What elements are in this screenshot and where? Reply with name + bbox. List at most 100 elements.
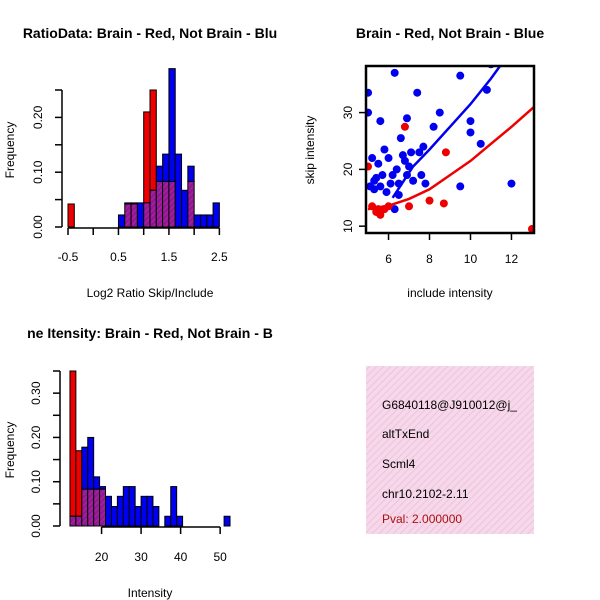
intensity-histogram-ylabel: Frequency — [3, 422, 17, 479]
scatter-point-not-brain — [366, 88, 373, 97]
scatter-point-not-brain — [368, 154, 377, 163]
ratio-bar-not-brain — [181, 189, 189, 228]
intensity-bar-brain — [75, 450, 83, 517]
intensity-x-tick-label: 40 — [174, 550, 188, 564]
scatter-point-not-brain — [402, 114, 411, 123]
ratio-histogram-ylabel: Frequency — [3, 122, 17, 179]
intensity-bar-overlap — [99, 488, 107, 527]
intensity-x-tick-label: 50 — [213, 550, 227, 564]
ratio-bar-not-brain — [212, 202, 220, 228]
scatter-point-brain — [376, 210, 385, 219]
intensity-bar-not-brain — [176, 515, 184, 527]
scatter-point-brain — [439, 199, 448, 208]
scatter-point-not-brain — [429, 122, 438, 131]
intensity-bar-not-brain — [140, 495, 148, 527]
genomic-location: chr10.2102-2.11 — [382, 487, 469, 501]
scatter-point-brain — [400, 122, 409, 131]
scatter-point-brain — [425, 196, 434, 205]
ratio-bar-overlap — [162, 181, 170, 228]
scatter-y-tick-label: 10 — [341, 219, 355, 233]
intensity-bar-overlap — [75, 515, 83, 527]
intensity-bar-not-brain — [116, 495, 124, 527]
scatter-point-not-brain — [466, 128, 475, 137]
ratio-bar-not-brain — [162, 153, 170, 183]
scatter-y-tick-label: 20 — [341, 162, 355, 176]
ratio-y-tick-label: 0.10 — [31, 160, 45, 184]
ratio-bar-not-brain — [136, 202, 145, 228]
intensity-bar-not-brain — [122, 486, 130, 527]
intensity-bar-not-brain — [223, 515, 231, 527]
scatter-x-tick-label: 10 — [464, 252, 478, 266]
scatter-point-not-brain — [374, 159, 383, 168]
ratio-y-tick-label: 0.00 — [31, 215, 45, 239]
intensity-bar-not-brain — [146, 495, 154, 527]
intensity-histogram-bars — [69, 370, 231, 527]
scatter-points-layer — [366, 66, 534, 233]
ratio-bar-brain — [67, 203, 75, 228]
ratio-bar-overlap — [187, 181, 195, 228]
scatter-point-not-brain — [415, 148, 424, 157]
ratio-y-tick-label: 0.20 — [31, 105, 45, 129]
scatter-plot-area — [366, 66, 534, 233]
scatter-xlabel: include intensity — [407, 286, 492, 300]
ratio-x-tick-label: -0.5 — [58, 250, 79, 264]
intensity-x-tick-label: 20 — [95, 550, 109, 564]
scatter-point-not-brain — [376, 182, 385, 191]
ratio-bar-not-brain — [187, 165, 195, 183]
scatter-point-not-brain — [390, 68, 399, 77]
ratio-histogram-xlabel: Log2 Ratio Skip/Include — [87, 286, 214, 300]
ratio-bar-brain — [143, 111, 151, 204]
ratio-bar-overlap — [168, 181, 176, 228]
scatter-point-not-brain — [366, 108, 373, 117]
scatter-point-not-brain — [413, 88, 422, 97]
ratio-bar-not-brain — [206, 214, 214, 228]
intensity-x-tick-label: 30 — [134, 550, 148, 564]
scatter-point-not-brain — [386, 179, 395, 188]
info-box-background — [366, 366, 534, 534]
scatter-point-brain — [527, 225, 534, 233]
ratio-histogram-panel: RatioData: Brain - Red, Not Brain - Blu … — [3, 25, 277, 300]
intensity-y-tick-label: 0.00 — [29, 514, 43, 538]
scatter-point-not-brain — [400, 156, 409, 165]
scatter-point-brain — [441, 148, 450, 157]
ratio-bar-overlap — [155, 181, 164, 228]
scatter-x-tick-label: 12 — [505, 252, 519, 266]
ratio-x-tick-label: 1.5 — [161, 250, 178, 264]
intensity-bar-not-brain — [170, 486, 178, 527]
intensity-bar-not-brain — [128, 486, 136, 527]
ratio-bar-overlap — [149, 189, 157, 228]
intensity-bar-overlap — [93, 488, 101, 527]
ratio-bar-not-brain — [193, 214, 201, 228]
scatter-point-not-brain — [380, 145, 389, 154]
ratio-bar-not-brain — [168, 68, 176, 183]
scatter-point-not-brain — [466, 117, 475, 126]
intensity-bar-not-brain — [152, 506, 160, 527]
scatter-point-not-brain — [376, 117, 385, 126]
scatter-point-not-brain — [407, 148, 416, 157]
ratio-bar-not-brain — [117, 214, 126, 228]
fit-line-not-brain — [391, 66, 502, 199]
event-info-box: G6840118@J910012@j_ altTxEnd Scml4 chr10… — [366, 366, 534, 534]
intensity-bar-not-brain — [87, 436, 95, 490]
intensity-bar-brain — [69, 370, 77, 517]
pval-text: Pval: 2.000000 — [382, 512, 462, 526]
scatter-axes: 6 8 10 12 10 20 30 — [341, 64, 536, 266]
intensity-histogram-panel: ne Itensity: Brain - Red, Not Brain - B … — [3, 325, 273, 600]
scatter-point-not-brain — [370, 185, 379, 194]
ratio-x-tick-label: 0.5 — [110, 250, 127, 264]
scatter-point-not-brain — [417, 171, 426, 180]
gene-name: Scml4 — [382, 457, 416, 471]
ratio-bar-not-brain — [199, 214, 208, 228]
ratio-bar-overlap — [130, 203, 138, 228]
scatter-frame — [364, 64, 536, 235]
ratio-bar-brain — [149, 89, 157, 191]
intensity-histogram-axes: 20 30 40 50 0.00 0.10 0.20 0.30 — [29, 370, 227, 564]
scatter-y-tick-label: 30 — [341, 106, 355, 120]
scatter-point-not-brain — [476, 139, 485, 148]
intensity-bar-not-brain — [105, 495, 112, 527]
intensity-bar-overlap — [81, 488, 89, 527]
scatter-point-not-brain — [384, 154, 393, 163]
intensity-bar-overlap — [69, 515, 77, 527]
intensity-y-tick-label: 0.20 — [29, 425, 43, 449]
